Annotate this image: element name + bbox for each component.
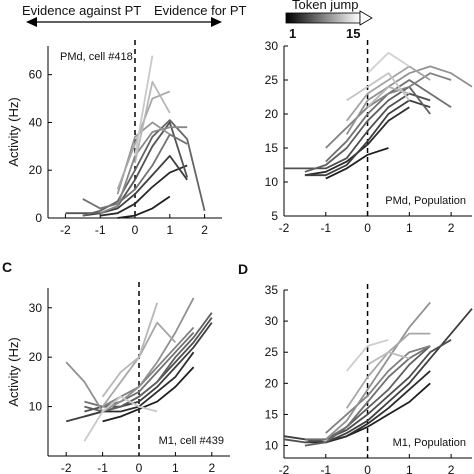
series-line — [325, 301, 431, 440]
y-tick-label: 30 — [29, 301, 43, 315]
y-tick-label: 30 — [265, 314, 279, 328]
series-line — [325, 72, 452, 149]
series-line — [99, 126, 188, 215]
x-tick-label: 0 — [132, 223, 139, 237]
series-line — [345, 65, 473, 135]
panel-annotation: M1, Population — [393, 437, 466, 449]
x-tick-label: 1 — [406, 221, 413, 235]
series-line — [325, 345, 431, 434]
x-tick-label: 1 — [166, 223, 173, 237]
y-tick-label: 40 — [29, 115, 43, 129]
series-line — [65, 297, 195, 413]
y-tick-label: 10 — [265, 175, 279, 189]
series-line — [82, 119, 206, 217]
token-jump-arrowhead — [359, 10, 373, 26]
y-tick-label: 0 — [35, 211, 42, 225]
panel-annotation: PMd, cell #418 — [60, 51, 133, 63]
x-tick-label: -1 — [97, 461, 108, 474]
x-tick-label: 2 — [208, 461, 215, 474]
x-tick-label: 0 — [364, 221, 371, 235]
x-tick-label: 0 — [364, 463, 371, 474]
y-axis-label: Activity (Hz) — [6, 337, 21, 406]
arrow-left-head — [26, 17, 37, 27]
x-tick-label: -2 — [61, 461, 72, 474]
panel-annotation: M1, cell #439 — [159, 435, 224, 447]
x-tick-label: 2 — [201, 223, 208, 237]
y-tick-label: 15 — [265, 141, 279, 155]
panel-annotation: PMd, Population — [385, 195, 466, 207]
series-line — [65, 322, 213, 423]
x-tick-label: 2 — [448, 221, 455, 235]
x-tick-label: -2 — [279, 463, 290, 474]
series-line — [117, 195, 171, 219]
series-line — [366, 51, 410, 74]
y-tick-label: 10 — [265, 439, 279, 453]
series-line — [284, 92, 431, 170]
y-tick-label: 10 — [29, 400, 43, 414]
token-jump-label: Token jump — [292, 0, 358, 12]
chart-panel-3: -2 -1 0 1 2 10 20 30 M1, cell #439 Activity (Hz) C — [2, 259, 230, 474]
y-tick-label: 60 — [29, 68, 43, 82]
x-tick-label: 1 — [406, 463, 413, 474]
series-line — [65, 121, 189, 215]
y-tick-label: 20 — [265, 376, 279, 390]
series-line — [84, 331, 195, 408]
x-tick-label: 0 — [136, 461, 143, 474]
x-tick-label: -2 — [279, 221, 290, 235]
series-line — [83, 395, 158, 442]
x-tick-label: 2 — [448, 463, 455, 474]
series-line — [100, 164, 188, 217]
header: Evidence against PT Evidence for PT Toke… — [22, 0, 373, 41]
y-tick-label: 20 — [29, 163, 43, 177]
series-line — [325, 147, 389, 180]
token-jump-max: 15 — [346, 26, 360, 41]
panel-letter: D — [238, 261, 248, 277]
y-tick-label: 20 — [265, 107, 279, 121]
chart-panel-4: -2 -1 0 1 2 10 15 20 25 30 35 M1, Population D — [238, 261, 473, 474]
token-jump-colorbar — [285, 12, 361, 24]
series-line — [367, 351, 410, 366]
series-line — [134, 55, 154, 157]
series-line — [283, 339, 452, 444]
x-tick-label: -1 — [320, 221, 331, 235]
series-line — [325, 382, 431, 444]
series-line — [346, 338, 389, 372]
token-jump-min: 1 — [289, 26, 296, 41]
series-line — [101, 302, 159, 398]
evidence-against-label: Evidence against PT — [22, 3, 141, 18]
x-tick-label: -2 — [60, 223, 71, 237]
series-line — [346, 72, 411, 102]
panel-letter: C — [2, 259, 12, 275]
y-tick-label: 15 — [265, 407, 279, 421]
y-tick-label: 25 — [265, 345, 279, 359]
x-tick-label: -1 — [95, 223, 106, 237]
series-line — [345, 65, 431, 122]
y-tick-label: 20 — [29, 350, 43, 364]
y-tick-label: 5 — [271, 209, 278, 223]
y-tick-label: 25 — [265, 73, 279, 87]
x-tick-label: 1 — [172, 461, 179, 474]
y-axis-label: Activity (Hz) — [6, 97, 21, 166]
arrow-right-head — [211, 17, 222, 27]
series-line — [134, 80, 171, 164]
series-line — [304, 345, 431, 447]
series-line — [304, 99, 431, 177]
x-tick-label: -1 — [320, 463, 331, 474]
y-tick-label: 30 — [265, 39, 279, 53]
y-tick-label: 35 — [265, 283, 279, 297]
series-line — [102, 366, 195, 423]
evidence-for-label: Evidence for PT — [154, 3, 247, 18]
